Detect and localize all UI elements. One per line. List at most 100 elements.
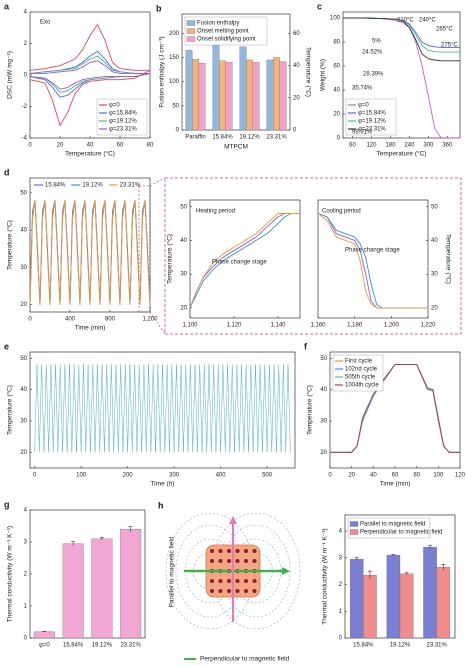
x-tick-label: 20 xyxy=(57,143,64,149)
legend-label: 505th cycle xyxy=(345,375,376,381)
particle xyxy=(218,579,223,583)
y-tick-label: 50 xyxy=(431,204,438,210)
bar xyxy=(246,59,253,131)
y-tick-label: 4 xyxy=(339,529,343,535)
line-series xyxy=(29,199,151,306)
legend-label: 102nd cycle xyxy=(345,367,378,373)
x-tick-label: 100 xyxy=(76,473,87,479)
plot-frame xyxy=(29,351,296,469)
particle xyxy=(210,549,214,553)
field-line xyxy=(221,524,291,618)
y-tick-label: -4 xyxy=(22,136,28,142)
y-axis-label: Temperature (°C) xyxy=(166,234,174,284)
particle xyxy=(227,579,231,583)
x-tick-label: 0 xyxy=(28,317,32,323)
x-tick-label: 40 xyxy=(370,473,377,479)
y2-tick-label: 60 xyxy=(293,31,300,37)
bar xyxy=(386,554,401,639)
x-tick-label: 1,200 xyxy=(142,317,158,323)
bar xyxy=(399,573,414,639)
line-series xyxy=(189,213,300,309)
x-tick-label: 360 xyxy=(442,143,453,149)
x-tick-label: 180 xyxy=(385,143,396,149)
bar xyxy=(120,529,142,639)
bar xyxy=(212,42,220,131)
particle xyxy=(227,549,231,553)
particle xyxy=(227,559,231,563)
x-axis-label: Time (h) xyxy=(151,481,175,488)
panel-label: d xyxy=(4,167,10,177)
y-tick-label: 50 xyxy=(20,190,27,196)
y-tick-label: 20 xyxy=(20,302,27,308)
y-tick-label: 40 xyxy=(180,238,187,244)
particle xyxy=(244,549,248,553)
x-tick-label: 19.12% xyxy=(239,135,260,141)
particle xyxy=(210,579,214,583)
legend-label: φ=15.84% xyxy=(109,111,137,117)
annotation: 24.52% xyxy=(362,50,383,56)
x-tick-label: 80 xyxy=(147,143,154,149)
x-tick-label: 120 xyxy=(366,143,377,149)
particle xyxy=(210,559,214,563)
line-series xyxy=(29,55,151,93)
plot-frame xyxy=(317,199,429,319)
y-tick-label: 0 xyxy=(176,128,180,134)
bar xyxy=(423,546,437,639)
legend-label: φ=0 xyxy=(109,103,120,109)
line-series xyxy=(189,213,300,309)
panel-label: c xyxy=(317,1,322,11)
bar xyxy=(91,538,113,639)
particle xyxy=(244,559,248,563)
legend-label: Onset solidifying point xyxy=(197,37,256,43)
zoom-connector xyxy=(149,177,166,187)
annotation: 240°C xyxy=(419,18,436,24)
bar xyxy=(279,61,287,131)
x-tick-label: 80 xyxy=(413,473,420,479)
x-tick-label: 1,200 xyxy=(384,323,400,329)
x-tick-label: Paraffin xyxy=(185,135,206,141)
y-axis-label: Weight (%) xyxy=(320,59,327,91)
bar xyxy=(192,58,199,131)
bar xyxy=(198,62,206,131)
particle xyxy=(244,589,248,593)
x-axis-label: Temperature (°C) xyxy=(65,150,115,158)
bar xyxy=(349,558,364,639)
x-tick-label: 1,120 xyxy=(226,323,242,329)
y-tick-label: 50 xyxy=(172,103,179,109)
bar xyxy=(273,57,280,131)
annotation: 5% xyxy=(372,39,381,45)
annotation: Exo xyxy=(40,20,51,26)
legend-label: Onset melting point xyxy=(197,29,249,35)
x-tick-label: 1,140 xyxy=(270,323,286,329)
x-tick-label: φ=0 xyxy=(39,643,50,649)
y-tick-label: 40 xyxy=(20,387,27,393)
legend-label: 23.31% xyxy=(120,183,141,189)
x-tick-label: 400 xyxy=(65,317,76,323)
x-tick-label: 15.84% xyxy=(63,643,84,649)
y-tick-label: 80 xyxy=(333,40,340,46)
y-tick-label: 20 xyxy=(320,450,327,456)
y-tick-label: 2 xyxy=(24,41,28,47)
legend-label: Perpendicular to magnetic field xyxy=(360,530,442,536)
x-axis-label: Time (min) xyxy=(75,325,106,332)
y-tick-label: 30 xyxy=(20,265,27,271)
y-tick-label: 50 xyxy=(320,356,327,362)
x-tick-label: 23.31% xyxy=(426,643,447,649)
arrow-head xyxy=(282,567,290,575)
parallel-label: Parallel to magnetic field xyxy=(169,536,176,607)
y-tick-label: 50 xyxy=(20,356,27,362)
legend-swatch xyxy=(349,529,359,535)
y-tick-label: 40 xyxy=(320,387,327,393)
x-tick-label: 60 xyxy=(349,143,356,149)
bar xyxy=(62,543,84,639)
y-tick-label: 40 xyxy=(431,238,438,244)
x-tick-label: 60 xyxy=(117,143,124,149)
x-tick-label: 19.12% xyxy=(92,643,113,649)
x-tick-label: 400 xyxy=(216,473,227,479)
y-tick-label: 4 xyxy=(24,508,28,514)
legend-label: φ=15.84% xyxy=(358,111,386,117)
legend-label: φ=0 xyxy=(358,103,369,109)
y-tick-label: 200 xyxy=(169,31,180,37)
y-tick-label: 2 xyxy=(24,572,28,578)
